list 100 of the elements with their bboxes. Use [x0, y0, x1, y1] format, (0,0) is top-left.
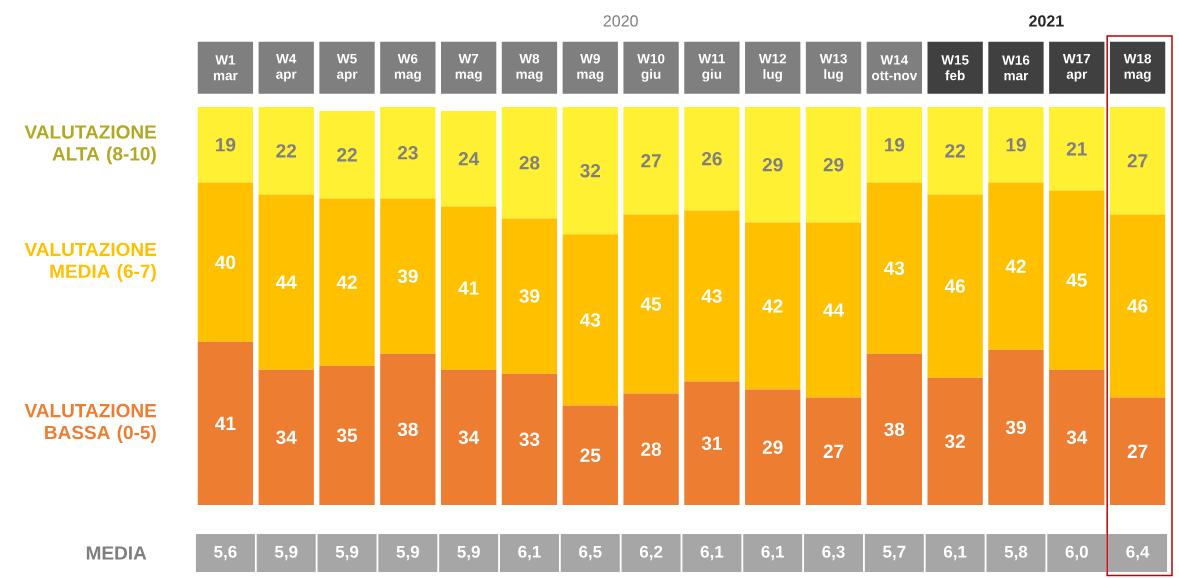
bar — [1049, 369, 1105, 505]
x-tick-label: W13 lug — [819, 53, 847, 82]
data-label: 27 — [823, 444, 844, 458]
data-label: 23 — [397, 146, 418, 160]
data-label: 41 — [458, 281, 479, 295]
bar — [1049, 190, 1105, 370]
text: 6,0 — [1065, 545, 1088, 561]
data-label: 19 — [1006, 138, 1026, 152]
bar — [441, 369, 497, 505]
x-tick-label: W10 giu — [637, 53, 665, 82]
data-label: 44 — [275, 275, 297, 289]
data-label: 45 — [1066, 273, 1087, 287]
data-label: 41 — [215, 416, 236, 430]
text: 6,1 — [518, 545, 541, 561]
data-label: 24 — [458, 152, 480, 166]
x-tick-label: W6 mag — [394, 53, 421, 82]
data-label: 22 — [337, 148, 357, 162]
bar — [1109, 106, 1166, 215]
data-label: 38 — [884, 422, 905, 437]
data-label: 22 — [945, 144, 965, 158]
x-tick-label: W18 mag — [1123, 53, 1152, 82]
data-label: 42 — [1005, 259, 1026, 273]
data-label: 42 — [762, 299, 783, 313]
data-label: 46 — [944, 279, 966, 293]
data-label: 44 — [823, 303, 844, 317]
text: 2021 — [1029, 15, 1064, 27]
data-label: 28 — [641, 442, 662, 456]
data-label: 40 — [215, 255, 236, 269]
text: 5,9 — [335, 545, 359, 561]
bar — [745, 222, 801, 390]
bar — [866, 182, 922, 354]
data-label: 32 — [945, 434, 965, 449]
data-label: 43 — [884, 261, 905, 275]
bar — [319, 365, 375, 505]
data-label: 27 — [1127, 444, 1148, 458]
bar — [501, 373, 558, 505]
bar — [258, 106, 314, 195]
bar — [927, 194, 983, 378]
data-label: 35 — [336, 428, 358, 443]
x-tick-label: W7 mag — [455, 53, 482, 82]
x-tick-label: W4 apr — [276, 53, 297, 82]
text: 5,8 — [1004, 545, 1028, 561]
x-tick-label: W12 lug — [758, 53, 787, 82]
bar — [623, 393, 679, 505]
bar — [866, 106, 922, 183]
data-label: 45 — [640, 297, 662, 311]
data-label: 21 — [1066, 142, 1087, 156]
bar — [927, 377, 983, 505]
text: 5,9 — [274, 545, 298, 561]
x-tick-label: W1 mar — [213, 55, 238, 81]
data-label: 19 — [216, 138, 236, 152]
x-tick-label: W8 mag — [516, 53, 543, 82]
data-label: 29 — [762, 157, 783, 172]
bar — [1049, 106, 1105, 191]
bar — [501, 106, 558, 219]
data-label: 39 — [397, 269, 418, 283]
data-label: 34 — [1066, 430, 1088, 445]
bar — [441, 206, 497, 370]
bar — [684, 210, 740, 382]
data-label: 22 — [276, 144, 297, 158]
bar — [1109, 214, 1166, 398]
text: VALUTAZIONE BASSA (0-5) — [24, 403, 157, 443]
data-label: 29 — [823, 157, 844, 172]
bar — [988, 106, 1044, 183]
bar — [197, 341, 254, 505]
bar — [684, 381, 740, 505]
text: MEDIA — [86, 546, 147, 560]
text: VALUTAZIONE MEDIA (6-7) — [24, 242, 157, 282]
text: 5,6 — [214, 545, 237, 561]
bar — [380, 106, 436, 199]
bar — [745, 389, 801, 505]
bar — [623, 214, 679, 394]
data-label: 27 — [641, 154, 661, 168]
bar — [745, 106, 801, 223]
bar — [380, 353, 436, 505]
data-label: 38 — [397, 422, 418, 437]
text: VALUTAZIONE ALTA (8-10) — [24, 125, 157, 165]
bar — [805, 222, 862, 398]
bar — [258, 194, 314, 370]
bar — [197, 106, 254, 183]
x-tick-label: W11 giu — [698, 53, 726, 82]
x-tick-label: W15 feb — [941, 55, 969, 81]
bar — [623, 106, 679, 215]
bar — [684, 106, 740, 211]
bar — [197, 182, 254, 342]
data-label: 39 — [519, 289, 540, 303]
data-label: 33 — [519, 432, 540, 447]
text: 6,5 — [579, 545, 602, 561]
bar — [562, 234, 618, 406]
bar — [805, 397, 862, 505]
bar — [441, 110, 497, 207]
bar — [988, 182, 1044, 350]
text: 5,9 — [457, 545, 480, 561]
data-label: 39 — [1005, 420, 1026, 435]
data-label: 43 — [701, 289, 722, 303]
bar — [927, 106, 983, 195]
text: 2020 — [603, 15, 638, 27]
bar — [258, 369, 314, 505]
text: 6,1 — [943, 545, 967, 561]
bar — [988, 349, 1044, 505]
